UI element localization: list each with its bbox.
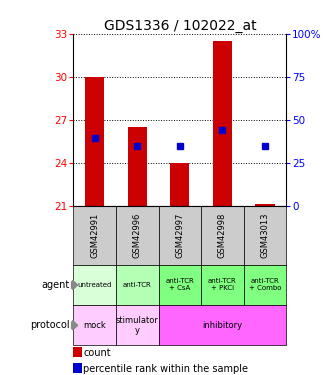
Text: mock: mock: [83, 321, 106, 330]
Bar: [128, 127, 147, 206]
Bar: [73, 265, 116, 305]
Text: anti-TCR: anti-TCR: [123, 282, 152, 288]
Bar: [73, 206, 116, 265]
Text: percentile rank within the sample: percentile rank within the sample: [83, 364, 248, 374]
Bar: [170, 163, 189, 206]
Text: GSM42996: GSM42996: [133, 213, 142, 258]
Bar: [201, 265, 244, 305]
Bar: [201, 206, 244, 265]
Bar: [159, 265, 201, 305]
Text: GSM42998: GSM42998: [218, 213, 227, 258]
Text: GSM42991: GSM42991: [90, 213, 99, 258]
Bar: [73, 305, 116, 345]
Bar: [85, 77, 104, 206]
Text: anti-TCR
+ CsA: anti-TCR + CsA: [166, 279, 194, 291]
Text: anti-TCR
+ PKCi: anti-TCR + PKCi: [208, 279, 237, 291]
Bar: [159, 305, 286, 345]
Bar: [255, 204, 275, 206]
Bar: [213, 41, 232, 206]
Bar: [244, 206, 286, 265]
Text: anti-TCR
+ Combo: anti-TCR + Combo: [249, 279, 281, 291]
Text: untreated: untreated: [77, 282, 112, 288]
Text: inhibitory: inhibitory: [202, 321, 242, 330]
Text: agent: agent: [42, 280, 70, 290]
Bar: [116, 265, 159, 305]
Text: stimulator
y: stimulator y: [116, 316, 159, 335]
Bar: [116, 305, 159, 345]
Bar: [244, 265, 286, 305]
Title: GDS1336 / 102022_at: GDS1336 / 102022_at: [104, 19, 256, 33]
Bar: [159, 206, 201, 265]
Text: GSM42997: GSM42997: [175, 213, 184, 258]
Bar: [116, 206, 159, 265]
Text: protocol: protocol: [30, 320, 70, 330]
Text: count: count: [83, 348, 111, 358]
Text: GSM43013: GSM43013: [260, 213, 270, 258]
